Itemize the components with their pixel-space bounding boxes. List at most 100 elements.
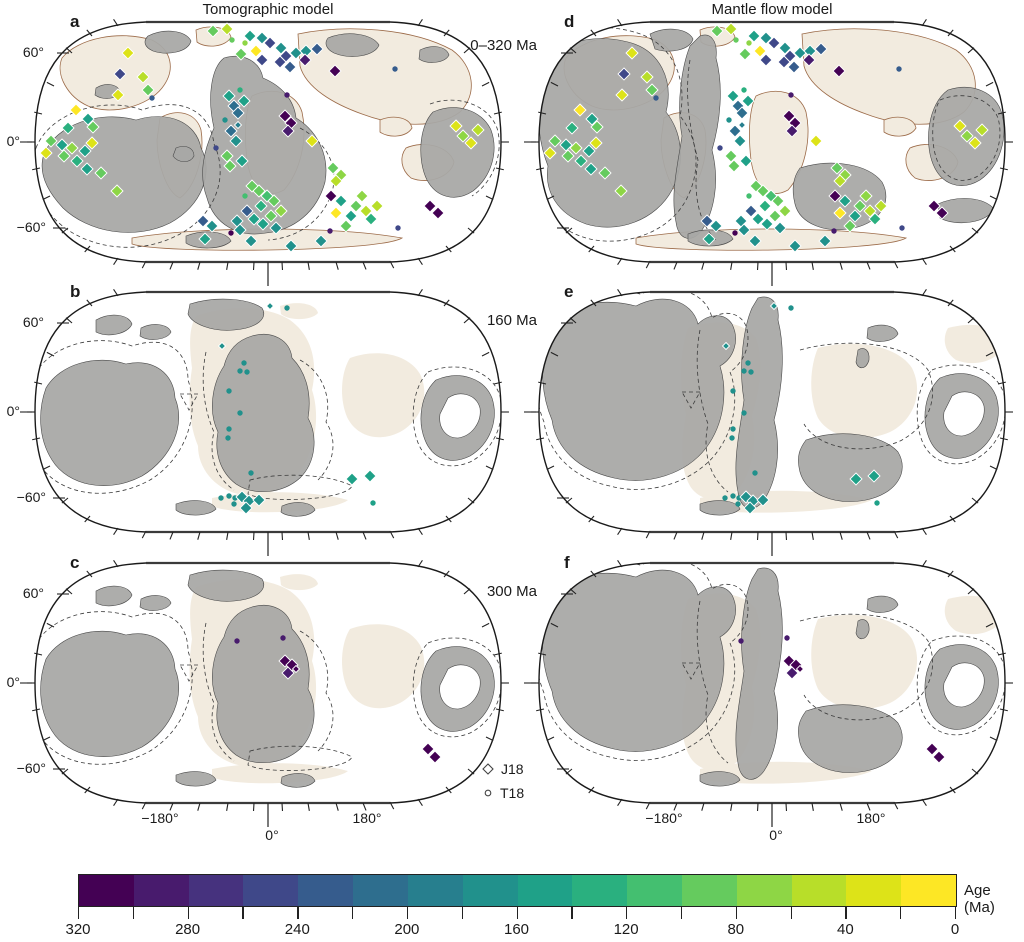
colorbar-tick-label: 80	[727, 921, 745, 938]
colorbar-tick-label: 320	[65, 921, 91, 938]
anomaly-regions	[40, 569, 495, 788]
colorbar-segment	[681, 875, 737, 906]
panel-a-label: a	[70, 12, 80, 31]
lat-tick-label: 60°	[22, 314, 44, 330]
time-label-row-3: 300 Ma	[486, 583, 537, 600]
graticule-ticks	[20, 289, 509, 541]
colorbar-segment	[901, 875, 956, 906]
time-label-row-2: 160 Ma	[486, 312, 537, 329]
colorbar-segment	[462, 875, 518, 906]
colorbar-segment	[133, 875, 189, 906]
column-title-mantle-flow: Mantle flow model	[711, 1, 833, 18]
colorbar-tick	[187, 906, 189, 919]
colorbar-segment	[353, 875, 408, 906]
panel-e-map	[524, 289, 1013, 556]
panel-c-map	[20, 560, 509, 827]
colorbar-segment	[188, 875, 244, 906]
colorbar-tick	[352, 906, 354, 919]
anomaly-regions	[40, 298, 495, 517]
colorbar-tick-label: 240	[284, 921, 310, 938]
lon-tick-label: −180°	[645, 810, 683, 826]
colorbar-segment	[298, 875, 354, 906]
colorbar-tick-label: 160	[503, 921, 530, 938]
colorbar-segment	[627, 875, 682, 906]
panel-f-map	[524, 560, 1013, 827]
circle-icon	[484, 789, 492, 797]
contour-lines	[35, 99, 500, 248]
lat-tick-label: 0°	[6, 133, 20, 149]
kimberlite-markers	[234, 635, 442, 764]
panel-f-label: f	[564, 553, 570, 572]
contour-lines	[539, 292, 1005, 493]
colorbar-tick	[900, 906, 902, 919]
column-title-tomographic: Tomographic model	[202, 1, 334, 18]
kimberlite-markers	[738, 635, 946, 764]
lon-tick-label: 180°	[352, 810, 382, 826]
kimberlite-markers	[39, 22, 485, 253]
lat-tick-label: 60°	[22, 44, 44, 60]
lon-tick-label: 180°	[856, 810, 886, 826]
colorbar-label: Age (Ma)	[964, 882, 995, 916]
colorbar-tick-label: 0	[950, 921, 960, 938]
colorbar-tick-label: 200	[394, 921, 420, 938]
kimberlite-markers	[721, 301, 881, 515]
graticule-ticks	[20, 19, 509, 271]
kimberlite-markers	[543, 22, 989, 253]
age-colorbar	[78, 874, 957, 907]
anomaly-regions	[542, 296, 999, 516]
colorbar-tick	[955, 906, 957, 919]
anomaly-regions	[539, 28, 1005, 247]
graticule-ticks	[524, 289, 1013, 541]
graticule-ticks	[20, 560, 509, 812]
panel-d-map	[524, 19, 1013, 286]
colorbar-tick	[790, 906, 792, 919]
colorbar-segment	[846, 875, 902, 906]
colorbar-segment	[736, 875, 792, 906]
colorbar-tick	[461, 906, 463, 919]
kimberlite-markers	[217, 301, 377, 515]
panel-d-label: d	[564, 12, 575, 31]
colorbar-tick-label: 40	[837, 921, 854, 938]
colorbar-segment	[243, 875, 299, 906]
panel-a-map	[20, 19, 509, 286]
panel-c-label: c	[70, 553, 80, 572]
colorbar-segment	[572, 875, 628, 906]
legend-item-j18: J18	[482, 761, 524, 777]
colorbar-tick	[680, 906, 683, 919]
legend-label-j18: J18	[501, 761, 524, 777]
lat-tick-label: 0°	[6, 403, 20, 419]
panel-b-label: b	[70, 282, 81, 301]
colorbar-tick	[571, 906, 573, 919]
colorbar-segment	[79, 875, 134, 906]
colorbar-tick	[626, 906, 628, 919]
graticule-ticks	[524, 19, 1013, 271]
colorbar-segment	[791, 875, 847, 906]
panel-e-label: e	[564, 282, 574, 301]
contour-lines	[539, 563, 1005, 764]
diamond-icon	[482, 763, 494, 775]
lat-tick-label: 60°	[22, 585, 44, 601]
colorbar-tick-label: 120	[613, 921, 639, 938]
lat-tick-label: 0°	[6, 674, 20, 690]
legend-label-t18: T18	[500, 785, 525, 801]
lon-tick-label: −180°	[141, 810, 179, 826]
lat-tick-label: −60°	[16, 219, 46, 235]
lon-tick-label: 0°	[265, 827, 279, 843]
lat-tick-label: −60°	[16, 760, 46, 776]
colorbar-tick	[735, 906, 738, 919]
colorbar-tick	[297, 906, 299, 919]
colorbar-segment	[407, 875, 463, 906]
panel-b-map	[20, 289, 509, 556]
colorbar-tick	[78, 906, 80, 919]
legend-item-t18: T18	[483, 785, 524, 801]
colorbar-tick	[406, 906, 409, 919]
lon-tick-label: 0°	[769, 827, 783, 843]
colorbar-tick-label: 280	[175, 921, 201, 938]
colorbar-segment	[517, 875, 573, 906]
time-label-row-1: 0–320 Ma	[470, 37, 537, 54]
colorbar-tick	[516, 906, 518, 919]
graticule-ticks	[524, 560, 1013, 812]
lat-tick-label: −60°	[16, 489, 46, 505]
colorbar-tick	[845, 906, 847, 919]
